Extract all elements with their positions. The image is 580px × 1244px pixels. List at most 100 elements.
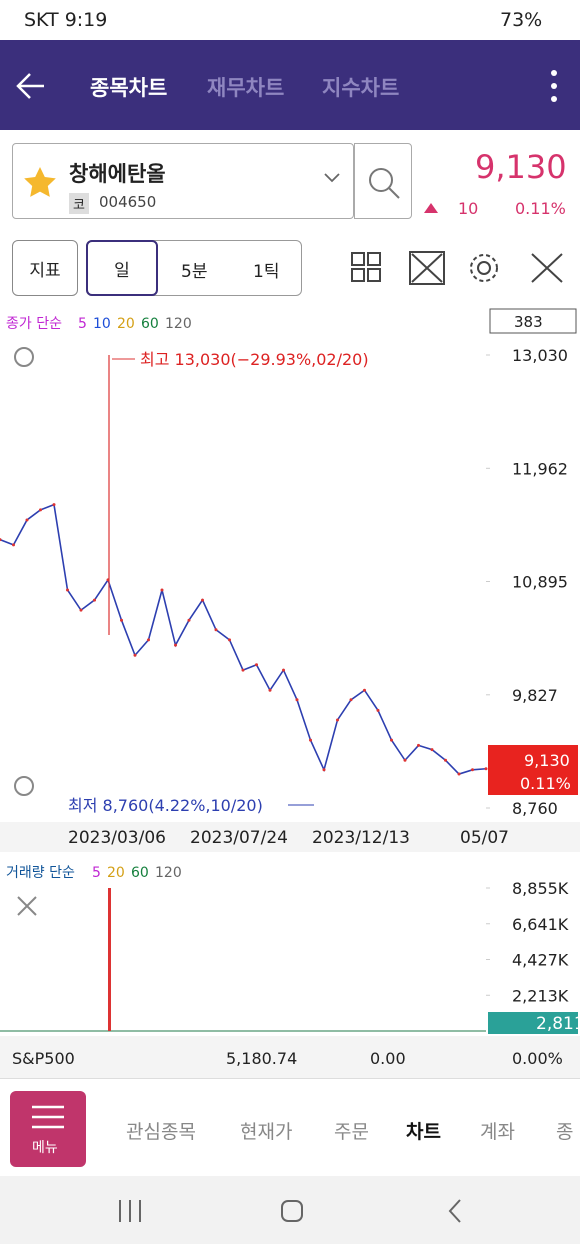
legend-entry: 20 [117, 316, 135, 332]
close-point [295, 698, 299, 702]
count-label: 383 [514, 313, 543, 331]
period-button[interactable]: 일 [86, 240, 158, 296]
close-point [322, 768, 326, 772]
x-axis-band [0, 822, 580, 852]
close-point [376, 708, 380, 712]
close-point [147, 638, 150, 642]
x-tick-label: 2023/12/13 [312, 828, 410, 848]
close-point [336, 718, 339, 722]
status-bar: SKT 9:19 73% [0, 0, 580, 40]
tool-icons [351, 251, 563, 285]
index-name: S&P500 [12, 1049, 75, 1068]
indicator-label: 지표 [29, 260, 61, 281]
indicator-button[interactable]: 지표 [12, 240, 78, 296]
legend-entry: 10 [93, 316, 111, 332]
header: 종목차트 재무차트 지수차트 [0, 40, 580, 130]
up-arrow [424, 203, 438, 213]
current-price-tag [488, 745, 578, 795]
index-bar [0, 1036, 580, 1080]
close-point [255, 663, 258, 667]
close-point [390, 738, 393, 742]
index-change-pct: 0.00% [512, 1049, 563, 1068]
stock-code: 004650 [99, 193, 157, 211]
toolbar: 지표 일 5분 1틱 [0, 228, 580, 303]
nav-item[interactable]: 종 [556, 1121, 574, 1143]
legend-entry: 20 [107, 865, 125, 881]
close-point [133, 653, 137, 657]
volume-spike [108, 888, 111, 1031]
close-point [417, 743, 420, 747]
legend-label: 종가 단순 [6, 316, 62, 332]
index-value: 5,180.74 [226, 1049, 297, 1068]
menu-label: 메뉴 [32, 1140, 58, 1156]
close-point [309, 738, 312, 742]
close-point [241, 668, 245, 672]
legend-label: 거래량 단순 [6, 865, 75, 881]
close-point [403, 758, 407, 762]
legend-entry: 5 [78, 316, 87, 332]
tab[interactable]: 재무차트 [207, 76, 285, 100]
nav-item[interactable]: 관심종목 [126, 1121, 196, 1143]
low-label: 최저 8,760(4.22%,10/20) [68, 796, 263, 815]
index-change: 0.00 [370, 1049, 406, 1068]
close-point [268, 688, 272, 692]
close-point [79, 608, 83, 612]
tab[interactable]: 종목차트 [90, 76, 168, 100]
zoom-in[interactable] [14, 347, 34, 367]
y-tick-label: 4,427K [512, 951, 569, 970]
search-button[interactable] [354, 143, 412, 219]
volume-panel [0, 854, 580, 1034]
legend-entry: 60 [131, 865, 149, 881]
favorite-star[interactable] [23, 166, 57, 198]
period-button[interactable]: 5분 [181, 262, 208, 282]
close-point [430, 748, 434, 752]
close-point [174, 643, 177, 647]
legend-entry: 120 [155, 865, 182, 881]
close-point [39, 508, 42, 512]
count-box [489, 308, 577, 334]
legend-entry: 5 [92, 865, 101, 881]
tab[interactable]: 지수차트 [322, 76, 400, 100]
y-tick-label: 8,760 [512, 799, 558, 818]
close-point [52, 503, 56, 507]
current-pct-label: 0.11% [520, 774, 571, 793]
close-indicator[interactable] [17, 896, 37, 916]
x-tick-label: 05/07 [460, 828, 509, 848]
period-button[interactable]: 1틱 [253, 262, 280, 282]
x-tick-label: 2023/07/24 [190, 828, 288, 848]
close-point [484, 767, 488, 771]
close-point [187, 618, 191, 622]
close-point [228, 638, 231, 642]
menu-button[interactable]: 메뉴 [10, 1091, 86, 1167]
price-change-pct: 0.11% [515, 199, 566, 218]
stock-selector[interactable]: 창해에탄올 코 004650 [12, 143, 354, 219]
system-nav-icons [119, 1199, 461, 1223]
nav-item[interactable]: 계좌 [480, 1121, 515, 1143]
nav-item[interactable]: 차트 [406, 1121, 441, 1143]
y-tick-label: 9,827 [512, 686, 558, 705]
back-button[interactable] [14, 68, 50, 104]
zoom-out[interactable] [14, 776, 34, 796]
close-point [363, 688, 366, 692]
system-nav [0, 1176, 580, 1244]
chart-area: 종가 단순 5 10 20 60 120 383 13,030 11,962 10,895 9,82… [0, 305, 580, 1080]
y-tick-label: 6,641K [512, 915, 569, 934]
close-point [0, 538, 2, 542]
period-group: 일 5분 1틱 [86, 240, 302, 296]
close-point [66, 588, 69, 592]
stock-name: 창해에탄올 [69, 162, 166, 186]
volume-current-tag [488, 1012, 578, 1034]
battery: 73% [500, 9, 543, 31]
nav-item[interactable]: 주문 [334, 1121, 369, 1143]
close-point [282, 668, 285, 672]
close-point [444, 758, 447, 762]
y-tick-label: 13,030 [512, 346, 568, 365]
more-button[interactable] [548, 68, 560, 104]
price-panel [0, 305, 580, 822]
dropdown-icon [324, 173, 340, 183]
close-point [457, 772, 461, 776]
close-point [201, 598, 204, 602]
nav-item[interactable]: 현재가 [240, 1121, 293, 1143]
close-point [93, 598, 96, 602]
